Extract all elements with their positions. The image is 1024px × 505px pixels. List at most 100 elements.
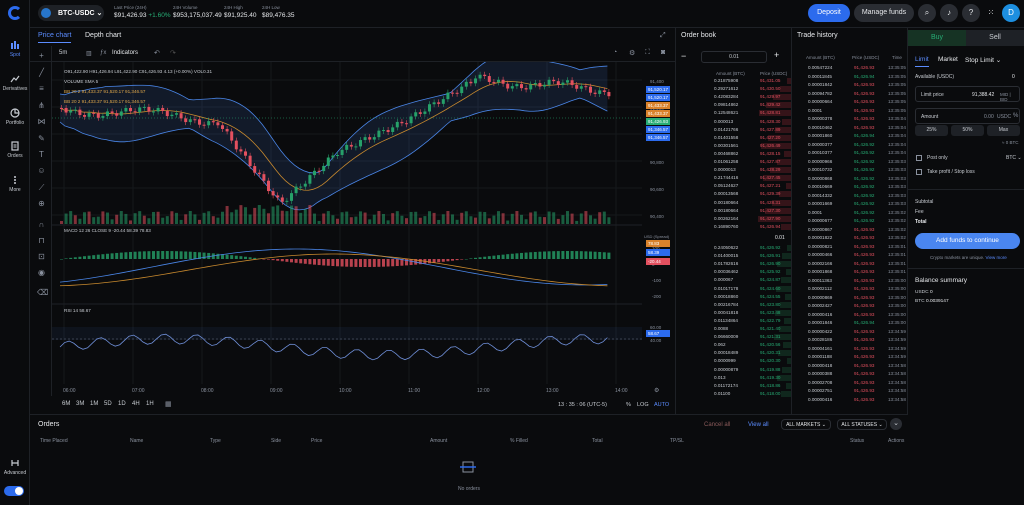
bid-row[interactable]: 0.00036462 91,425.92 xyxy=(676,269,791,276)
mid-bid-toggle[interactable]: MID | BID xyxy=(1000,92,1011,102)
zoom-icon[interactable]: ⊕ xyxy=(38,199,45,208)
bid-row[interactable]: 0.00216784 91,423.80 xyxy=(676,301,791,308)
avatar[interactable]: D xyxy=(1002,4,1020,22)
redo-icon[interactable]: ↷ xyxy=(170,50,176,57)
magnet-icon[interactable]: ∩ xyxy=(38,220,45,229)
indicators-button[interactable]: Indicators xyxy=(112,50,139,56)
ask-row[interactable]: 0.01061258 91,427.87 xyxy=(676,159,791,165)
timeframe-6m[interactable]: 6M xyxy=(62,401,71,407)
alert-icon[interactable]: ◔ xyxy=(613,49,618,56)
view-more-link[interactable]: View more xyxy=(985,255,1007,260)
ask-row[interactable]: 0.05124627 91,427.21 xyxy=(676,183,791,190)
apps-grid-icon[interactable]: ⁙ xyxy=(987,8,995,17)
ask-row[interactable]: 0.0000013 91,428.29 xyxy=(676,167,791,174)
pattern-icon[interactable]: ⋈ xyxy=(37,117,46,126)
ask-row[interactable]: 0.21875908 91,431.05 xyxy=(676,78,791,84)
lock-drawings-icon[interactable]: ⊡ xyxy=(38,252,45,261)
trendline-icon[interactable]: ╱ xyxy=(39,68,44,77)
ask-row[interactable]: 0.000013 91,428.30 xyxy=(676,118,791,125)
deposit-button[interactable]: Deposit xyxy=(808,4,850,22)
bid-row[interactable]: 0.062 91,420.56 xyxy=(676,342,791,349)
bid-row[interactable]: 0.0088 91,421.40 xyxy=(676,326,791,332)
tab-price-chart[interactable]: Price chart xyxy=(38,32,72,43)
ask-row[interactable]: 0.01421766 91,427.89 xyxy=(676,126,791,133)
ask-row[interactable]: 0.29271612 91,430.50 xyxy=(676,86,791,93)
camera-icon[interactable]: ◙ xyxy=(661,49,666,56)
bid-row[interactable]: 0.01400015 91,426.91 xyxy=(676,253,791,260)
plus-icon[interactable]: + xyxy=(774,50,780,60)
ask-row[interactable]: 0.16890760 91,426.94 xyxy=(676,223,791,230)
pitchfork-icon[interactable]: ⋔ xyxy=(38,101,45,110)
minus-icon[interactable]: − xyxy=(681,51,687,61)
price-chart-canvas[interactable] xyxy=(52,62,674,402)
collapse-icon[interactable]: ⌄ xyxy=(890,418,902,430)
all-markets-filter[interactable]: ALL MARKETS ⌄ xyxy=(781,419,831,430)
timeframe-3m[interactable]: 3M xyxy=(76,401,85,407)
bid-row[interactable]: 0.00000879 91,419.88 xyxy=(676,366,791,373)
search-icon[interactable]: ⌕ xyxy=(918,4,936,22)
bid-row[interactable]: 0.00041818 91,423.48 xyxy=(676,309,791,316)
add-funds-button[interactable]: Add funds to continue xyxy=(915,233,1020,249)
swap-icon[interactable]: % xyxy=(1013,113,1019,119)
ask-row[interactable]: 0.01401558 91,427.20 xyxy=(676,134,791,141)
bid-row[interactable]: 0.01017178 91,424.60 xyxy=(676,285,791,292)
bid-row[interactable]: 0.000067 91,424.87 xyxy=(676,277,791,284)
settings-icon[interactable]: ⚙ xyxy=(629,50,636,57)
price-step-selector[interactable]: 0.01 xyxy=(701,51,767,63)
text-icon[interactable]: T xyxy=(39,150,44,159)
trash-icon[interactable]: ⌫ xyxy=(37,288,49,297)
sell-tab[interactable]: Sell xyxy=(966,30,1024,46)
bid-row[interactable]: 0.06660009 91,421.31 xyxy=(676,334,791,341)
help-icon[interactable]: ? xyxy=(962,4,980,22)
bid-row[interactable]: 0.0000999 91,420.30 xyxy=(676,358,791,365)
bid-row[interactable]: 0.01172174 91,418.86 xyxy=(676,382,791,389)
order-type-limit[interactable]: Limit xyxy=(915,56,929,67)
expand-icon[interactable]: ⤢ xyxy=(660,32,666,39)
amount-field[interactable]: Amount 0.00 USDC % xyxy=(915,108,1020,124)
fullscreen-icon[interactable]: ⛶ xyxy=(645,49,650,56)
ask-row[interactable]: 0.00180664 91,427.30 xyxy=(676,207,791,214)
emoji-icon[interactable]: ☺ xyxy=(37,166,46,175)
timeframe-5d[interactable]: 5D xyxy=(104,401,112,407)
ask-row[interactable]: 0.00301561 91,426.49 xyxy=(676,142,791,149)
horizontal-lines-icon[interactable]: ≡ xyxy=(39,84,44,93)
bell-icon[interactable]: ♪ xyxy=(940,4,958,22)
ask-row[interactable]: 0.09814862 91,429.42 xyxy=(676,102,791,109)
percent-scale-button[interactable]: % xyxy=(626,402,631,408)
ask-row[interactable]: 0.00013568 91,429.39 xyxy=(676,191,791,198)
pct-50-button[interactable]: 50% xyxy=(951,125,984,136)
timeframe-1h[interactable]: 1H xyxy=(146,401,154,407)
sidebar-item-portfolio[interactable]: Portfolio xyxy=(0,108,30,126)
all-statuses-filter[interactable]: ALL STATUSES ⌄ xyxy=(837,419,887,430)
advanced-toggle[interactable] xyxy=(4,486,24,496)
bid-row[interactable]: 0.01100 91,418.00 xyxy=(676,390,791,397)
ask-row[interactable]: 0.42083284 91,429.97 xyxy=(676,94,791,101)
interval-selector[interactable]: 5m xyxy=(59,50,68,56)
btc-unit-selector[interactable]: BTC ⌄ xyxy=(1006,155,1022,161)
limit-price-field[interactable]: Limit price 91,388.42 MID | BID xyxy=(915,86,1020,102)
ask-row[interactable]: 0.12548621 91,428.81 xyxy=(676,110,791,117)
ask-row[interactable]: 0.21744416 91,427.45 xyxy=(676,175,791,182)
order-type-stop-limit[interactable]: Stop Limit ⌄ xyxy=(965,56,1001,64)
pct-25-button[interactable]: 25% xyxy=(915,125,948,136)
eye-icon[interactable]: ◉ xyxy=(38,268,45,277)
lock-icon[interactable]: ⊓ xyxy=(38,236,45,245)
tab-depth-chart[interactable]: Depth chart xyxy=(85,32,122,39)
timeframe-1m[interactable]: 1M xyxy=(90,401,99,407)
date-range-icon[interactable]: ▦ xyxy=(165,401,172,408)
bid-row[interactable]: 0.013 91,419.30 xyxy=(676,374,791,381)
sidebar-item-orders[interactable]: Orders xyxy=(0,141,30,159)
max-button[interactable]: Max xyxy=(987,125,1020,136)
pair-selector[interactable]: BTC-USDC ⌄ xyxy=(38,5,104,21)
tp-sl-checkbox[interactable] xyxy=(916,169,922,175)
ask-row[interactable]: 0.00468862 91,428.15 xyxy=(676,150,791,157)
sidebar-item-spot[interactable]: Spot xyxy=(0,40,30,58)
bid-row[interactable]: 0.00018489 91,420.31 xyxy=(676,350,791,357)
crosshair-icon[interactable]: + xyxy=(39,51,44,60)
ask-row[interactable]: 0.00180664 91,428.31 xyxy=(676,199,791,206)
ruler-icon[interactable]: ⟋ xyxy=(38,183,45,192)
sidebar-item-derivatives[interactable]: Derivatives xyxy=(0,74,30,92)
undo-icon[interactable]: ↶ xyxy=(154,50,160,57)
timeframe-1d[interactable]: 1D xyxy=(118,401,126,407)
auto-scale-button[interactable]: AUTO xyxy=(654,402,670,408)
